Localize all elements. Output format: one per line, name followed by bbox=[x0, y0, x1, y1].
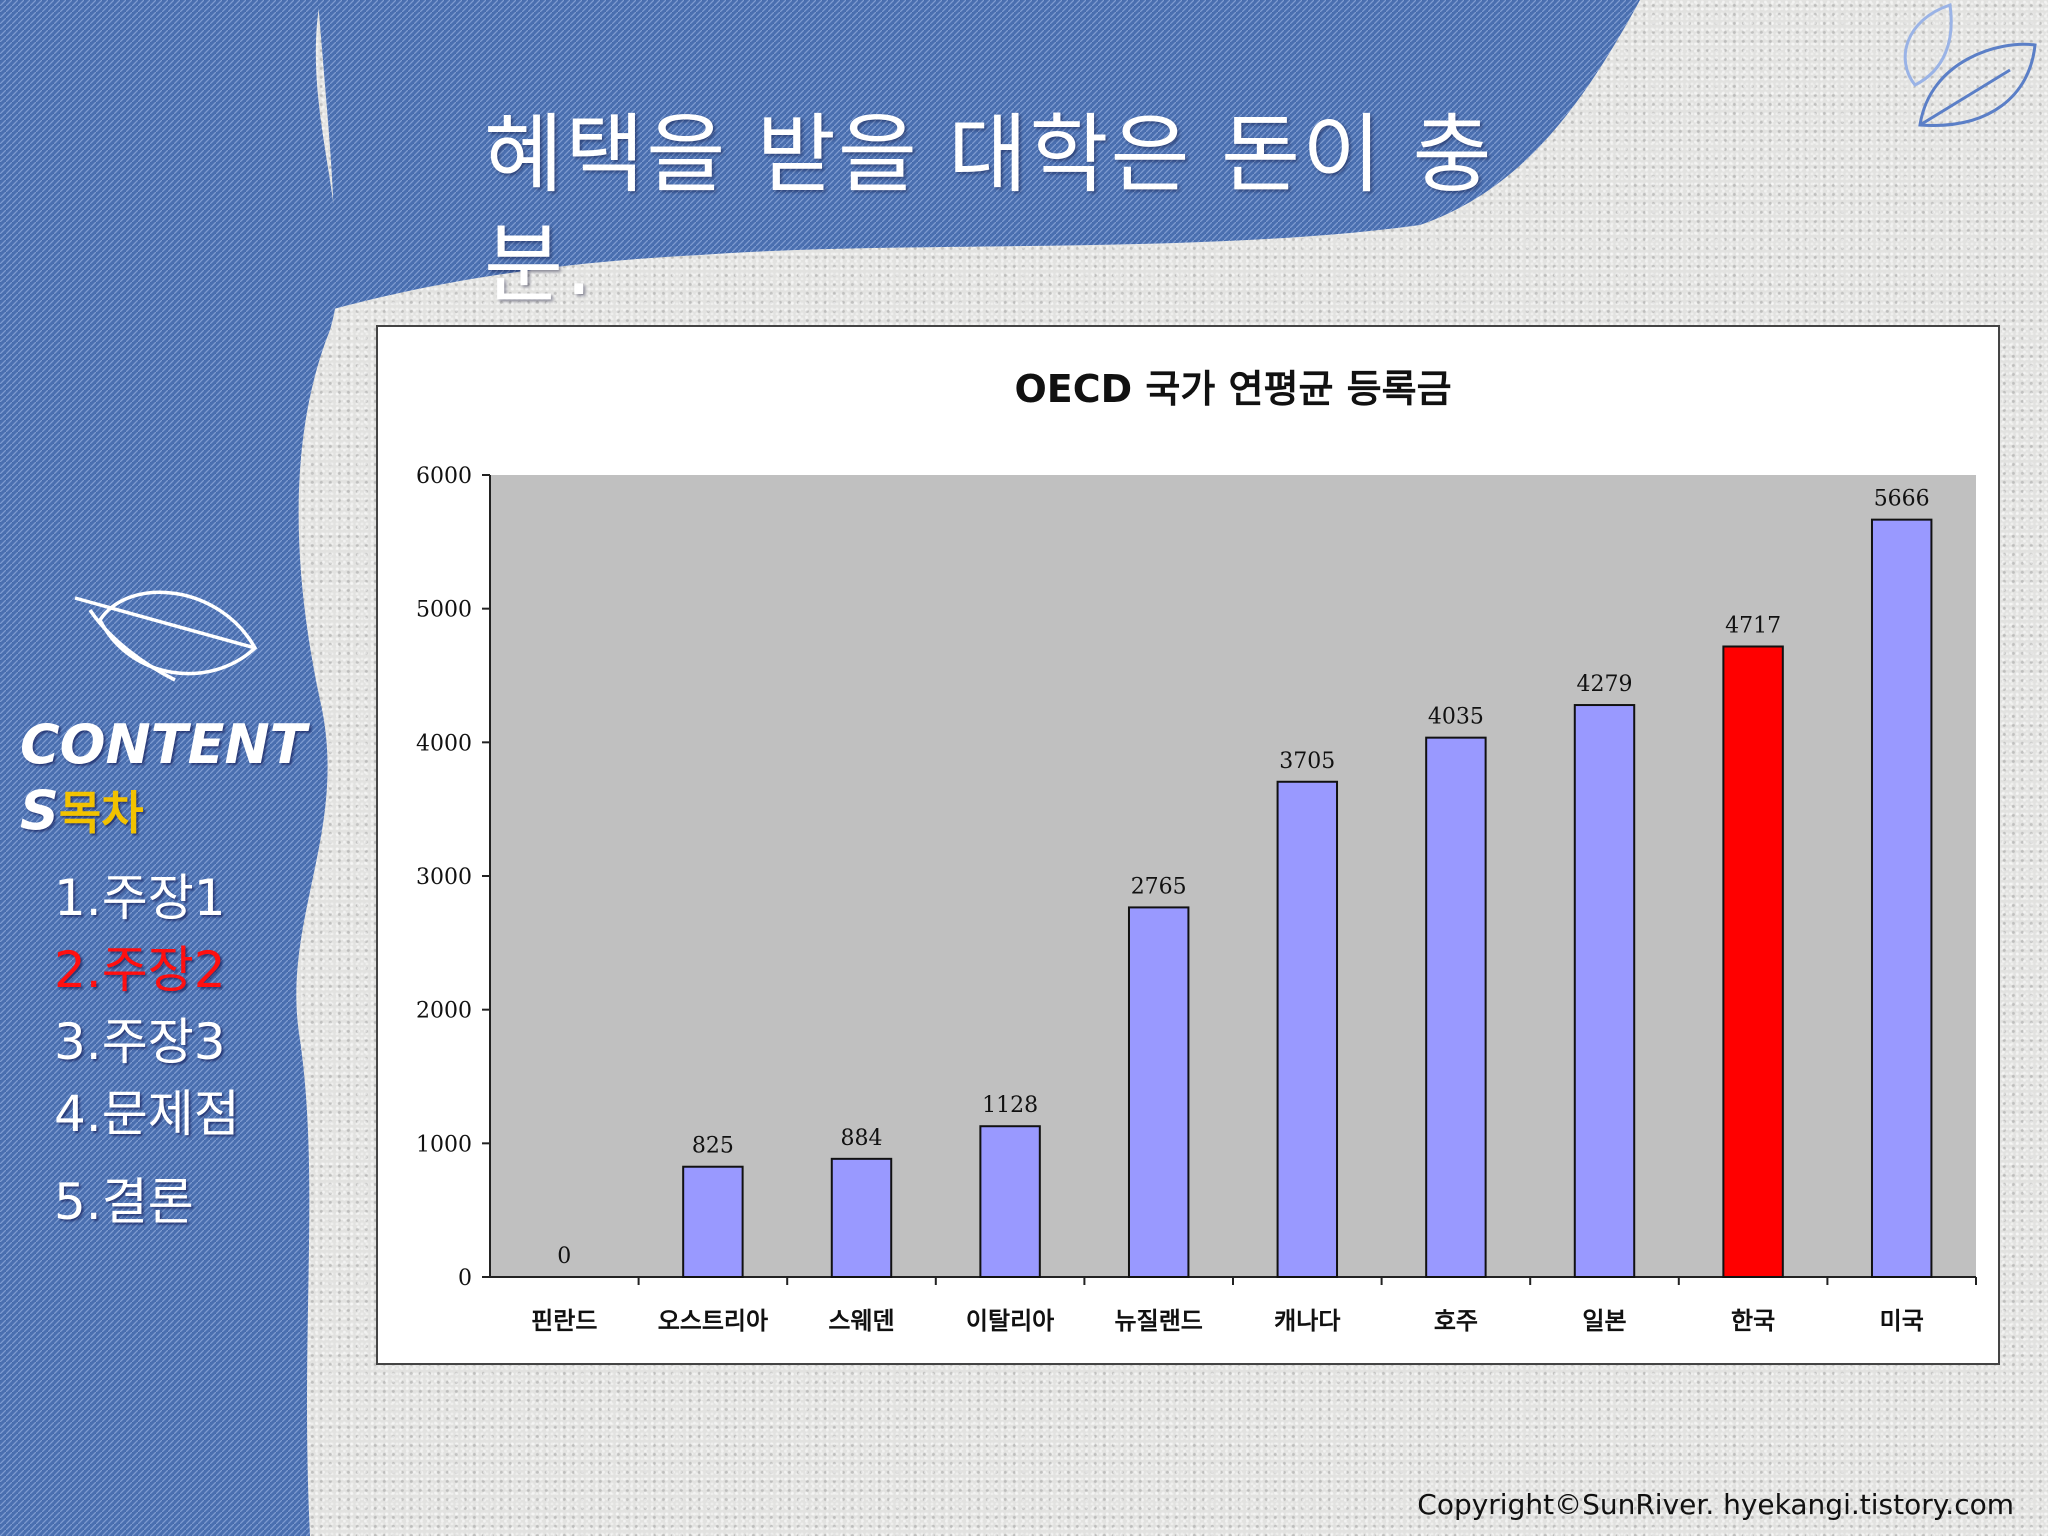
bar-value-label: 825 bbox=[692, 1134, 734, 1159]
toc-item-1[interactable]: 1.주장1 bbox=[54, 869, 226, 927]
toc-item-5[interactable]: 5.결론 bbox=[54, 1173, 194, 1231]
x-tick-label: 핀란드 bbox=[531, 1307, 597, 1335]
bar-chart: OECD 국가 연평균 등록금 0 1000 2000 3000 4000 5000 6000… bbox=[416, 367, 1977, 1335]
contents-label: CONTENTS bbox=[20, 713, 307, 842]
bar bbox=[1870, 518, 1933, 1279]
y-tick-label: 4000 bbox=[416, 731, 472, 756]
bar bbox=[979, 1125, 1041, 1278]
x-tick-label: 미국 bbox=[1880, 1307, 1924, 1335]
bar bbox=[1127, 906, 1190, 1279]
x-tick-label: 오스트리아 bbox=[658, 1307, 768, 1335]
y-tick-label: 5000 bbox=[416, 598, 472, 623]
bar-value-label: 884 bbox=[841, 1126, 883, 1151]
slide-title: 혜택을 받을 대학은 돈이 충분. bbox=[484, 105, 1494, 315]
copyright-text: Copyright©SunRiver. hyekangi.tistory.com bbox=[1417, 1488, 2014, 1521]
chart-panel: OECD 국가 연평균 등록금 0 1000 2000 3000 4000 5000 6000… bbox=[376, 325, 2000, 1365]
bar-value-label: 4035 bbox=[1428, 705, 1484, 730]
toc-item-2[interactable]: 2.주장2 bbox=[54, 941, 226, 999]
bar-value-label: 1128 bbox=[982, 1093, 1038, 1118]
toc-item-4[interactable]: 4.문제점 bbox=[54, 1085, 240, 1143]
bar bbox=[1425, 736, 1487, 1278]
y-tick-label: 3000 bbox=[416, 865, 472, 890]
contents-heading: CONTENTS목차 bbox=[20, 712, 310, 846]
bar-value-label: 5666 bbox=[1874, 487, 1930, 512]
bar-value-label: 3705 bbox=[1279, 749, 1335, 774]
y-tick-label: 6000 bbox=[416, 464, 472, 489]
leaf-icon-left bbox=[74, 590, 258, 682]
bar bbox=[1573, 704, 1636, 1278]
bar-value-label: 0 bbox=[557, 1244, 571, 1269]
bar bbox=[1276, 780, 1339, 1278]
contents-subtitle: 목차 bbox=[58, 786, 144, 840]
bar bbox=[682, 1165, 744, 1278]
x-tick-label: 뉴질랜드 bbox=[1115, 1307, 1203, 1335]
x-tick-label: 한국 bbox=[1731, 1307, 1775, 1335]
leaf-icon-top-right bbox=[1903, 3, 2037, 127]
table-of-contents: 1.주장1 2.주장2 3.주장3 4.문제점 5.결론 bbox=[54, 862, 240, 1238]
x-tick-label: 스웨덴 bbox=[828, 1307, 894, 1335]
chart-title: OECD 국가 연평균 등록금 bbox=[1014, 367, 1451, 411]
x-tick-label: 이탈리아 bbox=[966, 1307, 1054, 1335]
top-denim-ribbon bbox=[318, 0, 1640, 310]
bar bbox=[830, 1157, 893, 1279]
bar-value-label: 2765 bbox=[1131, 874, 1187, 899]
y-tick-label: 0 bbox=[458, 1266, 472, 1291]
y-tick-label: 2000 bbox=[416, 999, 472, 1024]
bar-value-label: 4717 bbox=[1725, 613, 1781, 638]
bar-value-label: 4279 bbox=[1577, 672, 1633, 697]
x-tick-label: 일본 bbox=[1582, 1307, 1626, 1335]
left-denim-panel bbox=[0, 0, 339, 1536]
bar bbox=[1722, 645, 1784, 1278]
y-tick-label: 1000 bbox=[416, 1132, 472, 1157]
toc-item-3[interactable]: 3.주장3 bbox=[54, 1013, 226, 1071]
x-tick-label: 캐나다 bbox=[1274, 1307, 1340, 1335]
x-tick-label: 호주 bbox=[1434, 1307, 1478, 1335]
